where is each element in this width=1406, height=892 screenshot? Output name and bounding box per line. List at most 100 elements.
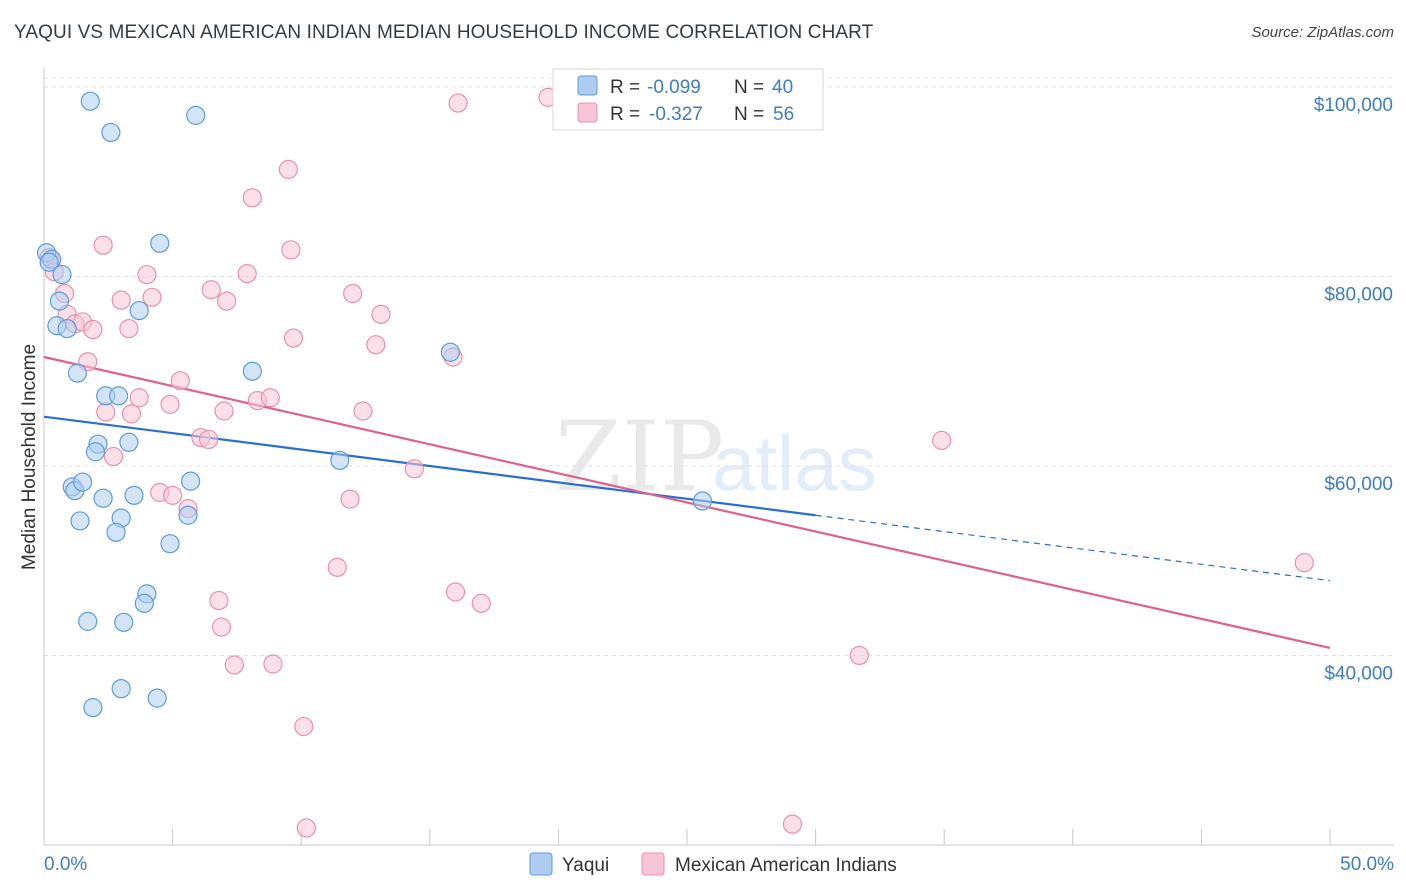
data-point-yaqui [150,233,170,253]
data-point-mexican [1294,553,1314,573]
data-point-mexican [96,402,116,422]
legend-swatch-yaqui [529,852,553,876]
stats-r-value-yaqui: -0.099 [647,77,701,98]
data-point-yaqui [49,291,70,311]
data-point-mexican [281,240,301,260]
watermark: ZIP atlas [555,401,877,513]
stats-n-value-mexican: 56 [773,104,794,125]
stats-n-label-mexican: N = [734,104,764,125]
legend-swatch-mexican [641,852,665,876]
data-point-mexican [119,318,139,339]
data-point-yaqui [692,491,713,511]
data-point-yaqui [83,698,103,718]
stats-r-value-mexican: -0.327 [649,104,703,125]
data-point-mexican [163,485,183,505]
chart-title: YAQUI VS MEXICAN AMERICAN INDIAN MEDIAN … [14,22,874,43]
data-point-yaqui [39,252,59,272]
data-point-mexican [201,280,221,300]
data-point-mexican [83,319,103,340]
data-point-mexican [294,716,314,737]
stats-legend-box [552,68,824,131]
data-point-yaqui [330,450,350,470]
data-point-yaqui [124,485,144,505]
stats-swatch-mexican [577,102,598,123]
data-point-mexican [371,304,391,324]
data-point-yaqui [106,522,126,542]
data-point-yaqui [147,688,167,708]
data-point-yaqui [93,488,113,508]
data-point-mexican [932,430,952,450]
data-point-mexican [283,328,304,348]
data-point-yaqui [181,471,201,491]
data-point-mexican [263,654,283,674]
data-point-yaqui [85,442,106,462]
data-point-yaqui [101,122,121,143]
data-point-yaqui [440,342,460,362]
stats-r-label-mexican: R = [610,104,640,125]
data-point-mexican [237,264,257,284]
data-point-mexican [93,235,113,255]
data-point-yaqui [108,386,129,406]
data-point-yaqui [160,534,180,554]
trend-line-yaqui [43,415,816,517]
stats-n-label-yaqui: N = [734,77,764,98]
data-point-yaqui [111,679,131,699]
data-point-mexican [448,93,468,113]
source-note: Source: ZipAtlas.com [1251,24,1394,41]
data-point-mexican [214,401,234,421]
data-point-mexican [242,188,262,208]
data-point-mexican [278,159,298,179]
data-point-mexican [199,429,219,450]
trend-line-yaqui-extrapolated [815,514,1331,582]
data-point-yaqui [67,363,88,383]
data-point-yaqui [114,612,134,632]
data-point-yaqui [57,318,77,339]
data-point-yaqui [52,264,72,285]
data-point-mexican [160,394,180,414]
y-tick-label: $60,000 [1324,474,1393,495]
y-tick-label: $80,000 [1324,284,1393,305]
data-point-mexican [217,291,237,311]
data-point-yaqui [134,593,154,613]
data-point-yaqui [119,432,139,452]
bottom-legend: Yaqui Mexican American Indians [529,852,897,876]
x-tick-labels: 0.0% 50.0% [44,854,1394,875]
data-point-mexican [445,582,466,602]
data-point-mexican [142,287,162,307]
y-tick-label: $100,000 [1314,95,1393,116]
data-point-yaqui [178,505,198,525]
stats-swatch-yaqui [577,75,598,96]
y-axis-label: Median Household Income [19,344,40,570]
data-point-mexican [260,388,280,408]
y-tick-labels: $40,000 $60,000 $80,000 $100,000 [1314,95,1393,685]
data-point-mexican [103,446,124,467]
data-point-yaqui [70,511,90,531]
data-point-mexican [353,401,373,421]
data-point-mexican [296,818,316,838]
data-point-mexican [343,283,363,304]
stats-r-label-yaqui: R = [610,77,640,98]
y-tick-label: $40,000 [1324,663,1393,684]
data-point-yaqui [78,611,98,631]
x-tick-label-min: 0.0% [44,854,87,875]
data-point-mexican [129,388,149,408]
legend-label-mexican: Mexican American Indians [675,855,897,876]
x-tick-label-max: 50.0% [1340,854,1394,875]
data-point-mexican [782,814,803,834]
series-yaqui [36,91,713,718]
data-point-yaqui [72,472,93,492]
data-point-mexican [121,404,142,424]
data-point-mexican [170,371,190,391]
data-point-mexican [111,290,131,310]
data-point-mexican [137,264,157,285]
stats-legend: R = -0.099 N = 40 R = -0.327 N = 56 [552,68,824,131]
data-point-mexican [209,590,229,611]
legend-label-yaqui: Yaqui [562,855,609,876]
data-point-mexican [327,557,347,577]
data-point-yaqui [242,361,262,381]
data-point-mexican [340,489,360,509]
watermark-atlas: atlas [712,419,877,507]
stats-n-value-yaqui: 40 [772,77,793,98]
data-point-yaqui [80,91,100,111]
